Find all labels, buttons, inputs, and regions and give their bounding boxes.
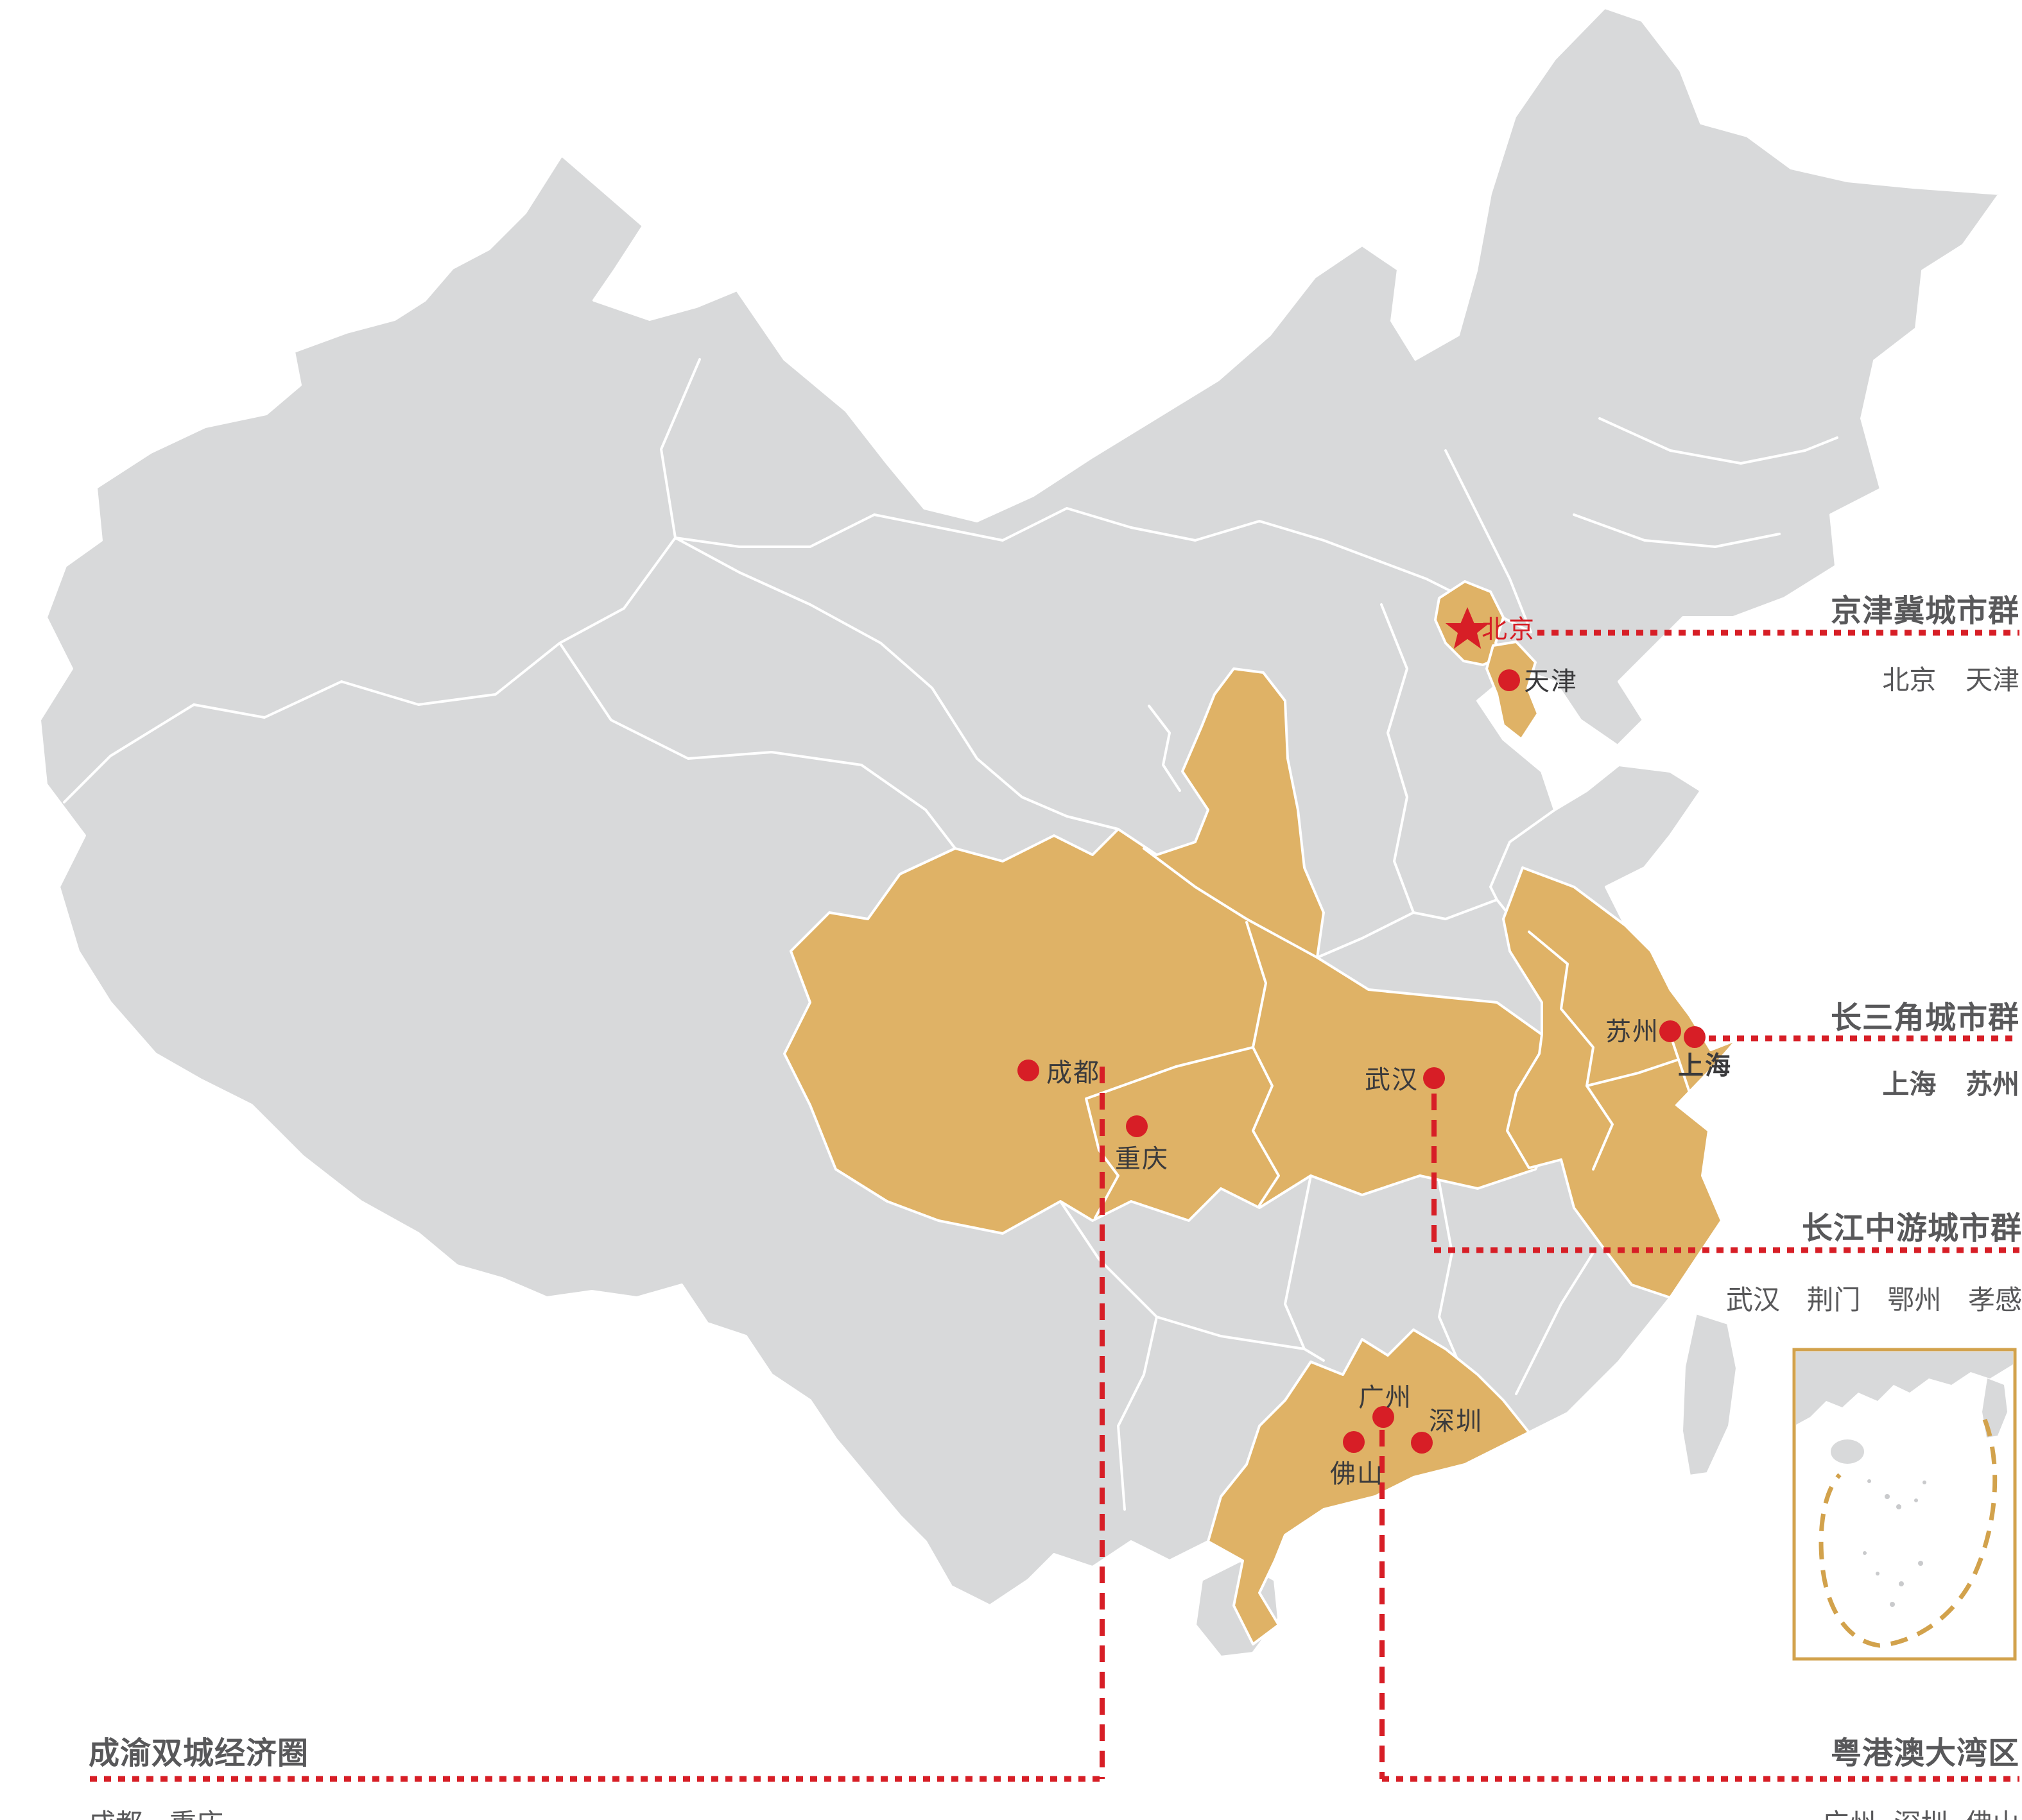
cluster-chengyu: 成渝双城经济圈 成都、重庆: [89, 1728, 309, 1820]
inset-taiwan: [1982, 1378, 2007, 1438]
city-dot-3: [1684, 1026, 1706, 1048]
cluster-changjiangzhongyou: 长江中游城市群 武汉 荆门 鄂州 孝感: [1726, 1203, 2022, 1318]
highlight-central-group-shaanxi-sichuan-chongqing-hubei: [783, 667, 1562, 1235]
cluster-jingjinji-cities: 北京 天津: [1882, 665, 2019, 695]
city-label-4: 武汉: [1365, 1066, 1419, 1094]
city-dot-6: [1126, 1115, 1148, 1137]
city-dot-2: [1659, 1020, 1681, 1042]
city-dot-1: [1498, 669, 1520, 691]
city-label-3: 上海: [1678, 1052, 1732, 1080]
beijing-star-icon: [1445, 607, 1490, 649]
cluster-chengyu-cities: 成都、重庆: [89, 1802, 223, 1820]
city-label-6: 重庆: [1115, 1145, 1169, 1173]
inset-islands: [1863, 1479, 1926, 1607]
cluster-changjiangzhongyou-title: 长江中游城市群: [1801, 1212, 2022, 1246]
city-label-0: 北京: [1482, 615, 1535, 644]
city-label-1: 天津: [1524, 667, 1578, 696]
province-borders: [63, 358, 1838, 1511]
city-label-7: 广州: [1358, 1384, 1412, 1412]
city-dot-7: [1372, 1406, 1394, 1428]
city-markers: [1017, 607, 1706, 1454]
central-group-inner-borders: [1085, 847, 1318, 1219]
cluster-yuegangao-cities: 广州 深圳 佛山: [1822, 1802, 2019, 1820]
city-label-2: 苏州: [1605, 1018, 1659, 1046]
cluster-changsanjiao-cities: 上海 苏州: [1882, 1069, 2019, 1099]
cluster-changsanjiao-title: 长三角城市群: [1830, 1001, 2019, 1035]
cluster-yuegangao: 粤港澳大湾区 广州 深圳 佛山: [1822, 1728, 2019, 1820]
cluster-changjiangzhongyou-cities: 武汉 荆门 鄂州 孝感: [1725, 1285, 2022, 1315]
cluster-jingjinji: 京津冀城市群 北京 天津: [1831, 585, 2019, 698]
inset-coastline: [1796, 1352, 2013, 1425]
highlight-yangtze-delta-group-jiangsu-anhui-shanghai-zhejiang: [1502, 866, 1738, 1299]
mainland-china-shape: [39, 6, 2001, 1645]
city-label-8: 深圳: [1429, 1407, 1483, 1436]
inset-hainan: [1831, 1439, 1864, 1464]
city-label-9: 佛山: [1330, 1460, 1384, 1488]
highlight-guangdong: [1207, 1328, 1530, 1645]
city-dot-4: [1423, 1067, 1445, 1089]
nine-dash-line: [1819, 1418, 1998, 1648]
city-label-5: 成都: [1046, 1059, 1100, 1087]
taiwan-island: [1681, 1312, 1738, 1477]
city-dot-8: [1411, 1432, 1433, 1454]
city-dot-9: [1343, 1431, 1365, 1453]
cluster-jingjinji-title: 京津冀城市群: [1830, 594, 2019, 628]
south-china-sea-inset: [1792, 1348, 2017, 1661]
yangtze-delta-inner-borders: [1528, 931, 1691, 1171]
city-dot-5: [1017, 1060, 1039, 1081]
cluster-changsanjiao: 长三角城市群 上海 苏州: [1831, 992, 2019, 1102]
cluster-chengyu-title: 成渝双城经济圈: [89, 1737, 309, 1771]
cluster-yuegangao-title: 粤港澳大湾区: [1830, 1737, 2019, 1771]
